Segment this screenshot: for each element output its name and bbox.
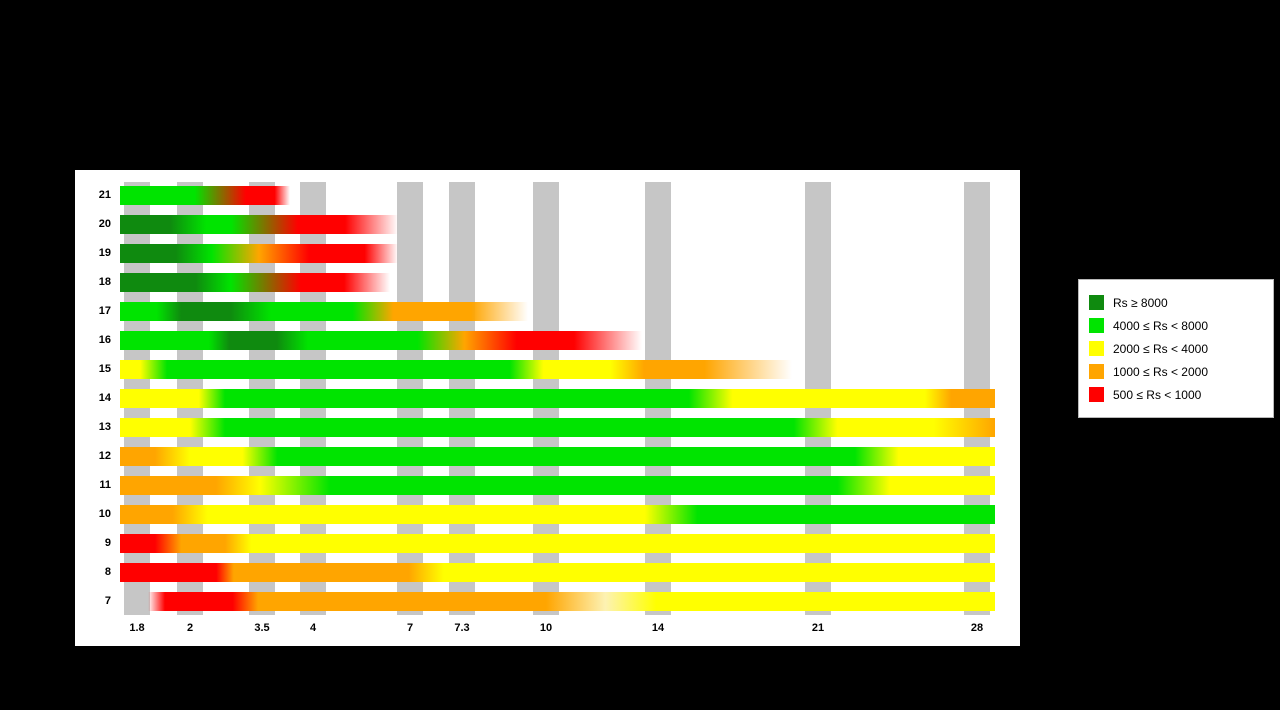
bar-row-13 — [120, 418, 995, 437]
y-tick-label: 19 — [98, 247, 111, 259]
bar-row-15 — [120, 360, 792, 379]
y-tick-label: 18 — [98, 276, 111, 288]
legend-items: Rs ≥ 8000 4000 ≤ Rs < 8000 2000 ≤ Rs < 400… — [1089, 291, 1263, 406]
y-tick-label: 12 — [98, 450, 111, 462]
y-tick-label: 20 — [98, 218, 111, 230]
legend-label: 2000 ≤ Rs < 4000 — [1113, 341, 1208, 356]
x-tick-label: 14 — [651, 622, 665, 634]
legend-swatch-darkgreen — [1089, 295, 1104, 310]
legend: Rs ≥ 8000 4000 ≤ Rs < 8000 2000 ≤ Rs < 400… — [1078, 279, 1274, 418]
bar-row-10 — [120, 505, 995, 524]
legend-label: 4000 ≤ Rs < 8000 — [1113, 318, 1208, 333]
x-tick-label: 3.5 — [254, 622, 270, 634]
bar-row-12 — [120, 447, 995, 466]
legend-swatch-green — [1089, 318, 1104, 333]
x-tick-label: 7.3 — [454, 622, 470, 634]
x-tick-label: 21 — [811, 622, 825, 634]
legend-item: Rs ≥ 8000 — [1089, 291, 1263, 314]
bar-row-8 — [120, 563, 995, 582]
legend-swatch-red — [1089, 387, 1104, 402]
x-tick-label: 10 — [539, 622, 553, 634]
y-tick-label: 11 — [99, 479, 111, 491]
legend-label: 500 ≤ Rs < 1000 — [1113, 387, 1202, 402]
y-tick-label: 10 — [98, 508, 111, 520]
y-tick-label: 15 — [98, 363, 111, 375]
y-tick-label: 14 — [98, 392, 111, 404]
x-tick-label: 4 — [309, 622, 317, 634]
y-tick-label: 17 — [98, 305, 111, 317]
bar-row-16 — [120, 331, 642, 350]
legend-item: 1000 ≤ Rs < 2000 — [1089, 360, 1263, 383]
plot-area: 21 20 19 18 17 16 15 14 13 12 11 10 9 8 7 1.8 2 3.5 4 7 7.3… — [75, 170, 1020, 646]
x-tick-label: 28 — [970, 622, 984, 634]
legend-label: 1000 ≤ Rs < 2000 — [1113, 364, 1208, 379]
y-tick-label: 16 — [98, 334, 111, 346]
bar-row-7 — [148, 592, 995, 611]
y-tick-label: 8 — [104, 566, 111, 578]
legend-swatch-orange — [1089, 364, 1104, 379]
x-tick-label: 2 — [186, 622, 194, 634]
bar-row-18 — [120, 273, 390, 292]
bar-row-14 — [120, 389, 995, 408]
bar-row-17 — [120, 302, 528, 321]
legend-label: Rs ≥ 8000 — [1113, 295, 1168, 310]
legend-item: 2000 ≤ Rs < 4000 — [1089, 337, 1263, 360]
bar-row-21 — [120, 186, 290, 205]
y-tick-label: 9 — [104, 537, 111, 549]
bar-row-9 — [120, 534, 995, 553]
x-tick-label: 7 — [406, 622, 414, 634]
legend-item: 500 ≤ Rs < 1000 — [1089, 383, 1263, 406]
legend-item: 4000 ≤ Rs < 8000 — [1089, 314, 1263, 337]
legend-swatch-yellow — [1089, 341, 1104, 356]
bar-row-11 — [120, 476, 995, 495]
x-tick-label: 1.8 — [129, 622, 145, 634]
bar-row-19 — [120, 244, 398, 263]
bar-row-20 — [120, 215, 398, 234]
y-tick-label: 21 — [98, 189, 111, 201]
y-tick-label: 13 — [98, 421, 111, 433]
y-tick-label: 7 — [104, 595, 111, 607]
